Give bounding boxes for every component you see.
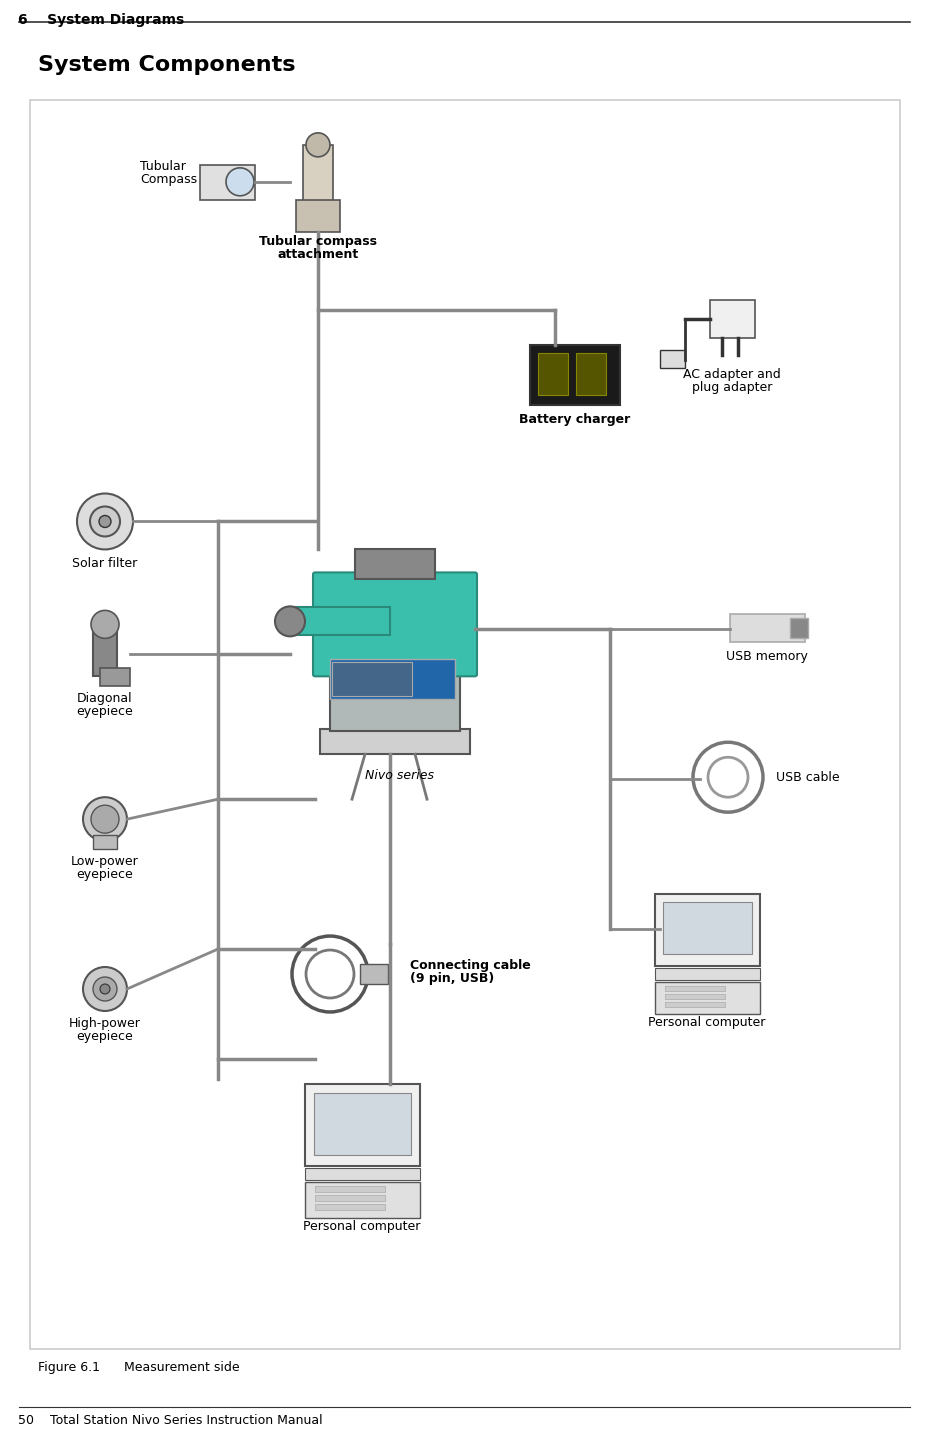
Bar bbox=[709, 300, 754, 337]
Text: attachment: attachment bbox=[277, 247, 358, 260]
Circle shape bbox=[91, 611, 119, 638]
Text: Figure 6.1      Measurement side: Figure 6.1 Measurement side bbox=[38, 1360, 239, 1374]
Bar bbox=[537, 353, 567, 395]
Circle shape bbox=[99, 515, 110, 528]
Text: 6    System Diagrams: 6 System Diagrams bbox=[18, 13, 184, 27]
Bar bbox=[314, 1093, 410, 1155]
Bar bbox=[93, 835, 117, 849]
Text: eyepiece: eyepiece bbox=[76, 1030, 134, 1042]
Circle shape bbox=[83, 967, 127, 1011]
Bar bbox=[664, 994, 724, 1000]
Circle shape bbox=[77, 493, 133, 549]
Text: Solar filter: Solar filter bbox=[72, 558, 137, 571]
Bar bbox=[663, 902, 751, 954]
Bar bbox=[319, 729, 470, 754]
Bar bbox=[654, 968, 759, 980]
Bar bbox=[360, 964, 388, 984]
Text: USB memory: USB memory bbox=[726, 651, 807, 664]
Bar bbox=[304, 1168, 419, 1180]
Bar bbox=[315, 1204, 384, 1210]
Circle shape bbox=[90, 506, 120, 536]
Bar bbox=[729, 615, 805, 642]
Text: Nivo series: Nivo series bbox=[365, 769, 434, 782]
Bar bbox=[290, 608, 390, 635]
Circle shape bbox=[275, 606, 304, 636]
Circle shape bbox=[100, 984, 110, 994]
Circle shape bbox=[83, 797, 127, 841]
Bar bbox=[30, 100, 899, 1348]
Text: Personal computer: Personal computer bbox=[303, 1220, 420, 1233]
Text: Tubular: Tubular bbox=[140, 160, 186, 173]
Circle shape bbox=[305, 133, 329, 157]
Text: plug adapter: plug adapter bbox=[691, 380, 771, 393]
Text: 50    Total Station Nivo Series Instruction Manual: 50 Total Station Nivo Series Instruction… bbox=[18, 1414, 322, 1427]
Text: Compass: Compass bbox=[140, 173, 197, 186]
Bar bbox=[654, 982, 759, 1014]
Bar bbox=[789, 618, 807, 638]
Bar bbox=[303, 144, 332, 220]
Bar bbox=[315, 1195, 384, 1201]
Text: Personal computer: Personal computer bbox=[648, 1015, 765, 1030]
Bar bbox=[100, 668, 130, 686]
Bar bbox=[664, 987, 724, 991]
Text: Low-power: Low-power bbox=[71, 855, 138, 868]
Bar bbox=[296, 200, 340, 232]
Text: High-power: High-power bbox=[69, 1017, 141, 1030]
Text: (9 pin, USB): (9 pin, USB) bbox=[409, 972, 494, 985]
Text: USB cable: USB cable bbox=[775, 771, 839, 784]
Bar bbox=[659, 350, 684, 368]
Bar bbox=[354, 549, 434, 579]
Circle shape bbox=[93, 977, 117, 1001]
Bar bbox=[304, 1084, 419, 1165]
Circle shape bbox=[226, 167, 253, 196]
Bar bbox=[331, 662, 411, 696]
Bar bbox=[664, 1002, 724, 1007]
Bar bbox=[200, 164, 254, 200]
Text: System Components: System Components bbox=[38, 54, 295, 74]
Bar bbox=[329, 669, 459, 731]
Text: AC adapter and: AC adapter and bbox=[682, 368, 780, 380]
Bar bbox=[315, 1185, 384, 1191]
Circle shape bbox=[91, 805, 119, 834]
Text: Connecting cable: Connecting cable bbox=[409, 960, 530, 972]
Bar bbox=[575, 353, 605, 395]
Bar bbox=[329, 659, 455, 699]
Bar bbox=[530, 345, 619, 405]
Bar bbox=[93, 632, 117, 676]
Text: Battery charger: Battery charger bbox=[519, 413, 630, 426]
Bar bbox=[304, 1181, 419, 1218]
Text: eyepiece: eyepiece bbox=[76, 868, 134, 881]
Text: Tubular compass: Tubular compass bbox=[259, 235, 377, 247]
Text: Diagonal: Diagonal bbox=[77, 692, 133, 705]
FancyBboxPatch shape bbox=[313, 572, 476, 676]
Bar bbox=[654, 894, 759, 967]
Text: eyepiece: eyepiece bbox=[76, 705, 134, 718]
